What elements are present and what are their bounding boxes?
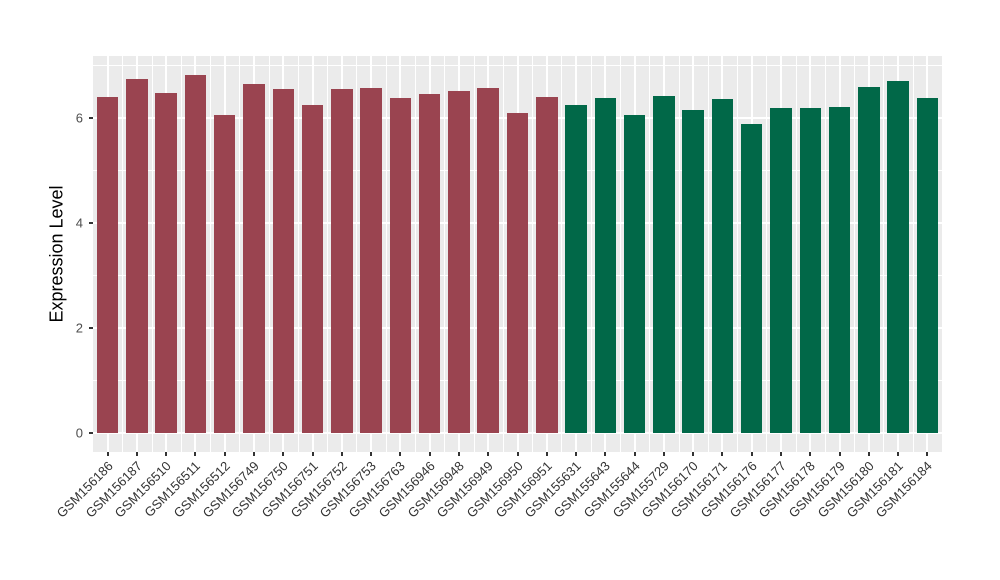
x-axis-tick: [633, 452, 636, 456]
bar-GSM156171: [711, 99, 734, 433]
bar-GSM156749: [243, 84, 265, 433]
minor-gridline-vertical: [473, 56, 475, 452]
minor-gridline-vertical: [795, 56, 797, 452]
bar-GSM156184: [916, 98, 939, 433]
bar-GSM156170: [682, 109, 704, 433]
x-axis-tick: [867, 452, 870, 456]
minor-gridline-vertical: [239, 56, 241, 452]
minor-gridline-vertical: [210, 56, 212, 452]
bar-GSM156949: [477, 88, 499, 433]
bar-GSM155729: [653, 96, 675, 433]
minor-gridline-vertical: [619, 56, 621, 452]
bar-GSM156176: [740, 124, 763, 433]
bar-GSM156948: [448, 90, 470, 433]
y-axis-tick: [89, 432, 93, 434]
bar-GSM156950: [506, 113, 529, 433]
x-axis-tick: [662, 452, 665, 456]
x-axis-tick: [370, 452, 373, 456]
bar-GSM156186: [96, 96, 119, 433]
minor-gridline-vertical: [122, 56, 124, 452]
minor-gridline-vertical: [415, 56, 417, 452]
minor-gridline-vertical: [502, 56, 504, 452]
bar-GSM155643: [594, 98, 617, 433]
minor-gridline-vertical: [883, 56, 885, 452]
bar-GSM156750: [272, 88, 295, 433]
bar-GSM156753: [360, 87, 382, 433]
x-axis-tick: [165, 452, 168, 456]
plot-panel: [93, 56, 942, 452]
x-axis-tick: [135, 452, 138, 456]
bar-GSM156179: [828, 106, 851, 433]
minor-gridline-vertical: [180, 56, 182, 452]
bar-GSM156951: [536, 96, 558, 433]
x-axis-tick: [721, 452, 724, 456]
minor-gridline-vertical: [268, 56, 270, 452]
y-tick-label: 4: [75, 215, 83, 231]
bar-GSM156752: [331, 88, 353, 433]
bar-GSM156510: [155, 93, 177, 433]
minor-gridline-vertical: [151, 56, 153, 452]
bar-GSM156178: [799, 107, 821, 433]
bar-GSM156512: [213, 115, 236, 433]
x-axis-tick: [926, 452, 929, 456]
minor-gridline-vertical: [444, 56, 446, 452]
x-axis-tick: [253, 452, 256, 456]
y-tick-label: 2: [75, 320, 83, 336]
x-axis-tick: [516, 452, 519, 456]
bar-GSM156946: [418, 93, 441, 433]
y-axis-tick: [89, 326, 93, 329]
minor-gridline-vertical: [649, 56, 651, 452]
minor-gridline-vertical: [532, 56, 534, 452]
minor-gridline-vertical: [327, 56, 329, 452]
bar-GSM156180: [858, 86, 880, 433]
x-axis-tick: [311, 452, 314, 456]
minor-gridline-vertical: [737, 56, 739, 452]
x-axis-tick: [194, 452, 197, 456]
x-axis-tick: [428, 452, 431, 456]
minor-gridline-vertical: [385, 56, 387, 452]
minor-gridline-vertical: [912, 56, 914, 452]
minor-gridline-vertical: [854, 56, 856, 452]
x-axis-tick: [457, 452, 460, 456]
minor-gridline-vertical: [707, 56, 709, 452]
x-axis-tick: [750, 452, 753, 456]
minor-gridline-vertical: [824, 56, 826, 452]
x-axis-tick: [223, 452, 226, 456]
x-axis-tick: [692, 452, 695, 456]
x-axis-tick: [399, 452, 402, 456]
bar-GSM156511: [184, 75, 207, 433]
minor-gridline-vertical: [678, 56, 680, 452]
bar-GSM156763: [389, 97, 412, 433]
x-axis-tick: [779, 452, 782, 456]
x-axis-tick: [809, 452, 812, 456]
x-axis-tick: [897, 452, 900, 456]
y-axis-title: Expression Level: [46, 185, 67, 323]
y-axis-tick: [89, 221, 93, 224]
x-axis-tick: [604, 452, 607, 456]
bar-GSM155644: [623, 115, 646, 433]
bar-GSM156751: [301, 104, 324, 433]
bar-GSM156187: [126, 78, 148, 433]
x-axis-tick: [838, 452, 841, 456]
y-tick-label: 0: [75, 425, 83, 441]
y-axis-tick: [89, 116, 93, 119]
minor-gridline-vertical: [356, 56, 358, 452]
x-axis-tick: [487, 452, 490, 456]
x-axis-tick: [340, 452, 343, 456]
minor-gridline-vertical: [590, 56, 592, 452]
minor-gridline-vertical: [297, 56, 299, 452]
x-axis-tick: [545, 452, 548, 456]
x-axis-tick: [282, 452, 285, 456]
y-tick-label: 6: [75, 110, 83, 126]
bar-GSM156177: [770, 107, 792, 433]
minor-gridline-vertical: [766, 56, 768, 452]
x-axis-tick: [575, 452, 578, 456]
bar-GSM155631: [565, 105, 587, 433]
bar-GSM156181: [887, 81, 909, 433]
minor-gridline-vertical: [561, 56, 563, 452]
x-axis-tick: [106, 452, 109, 456]
